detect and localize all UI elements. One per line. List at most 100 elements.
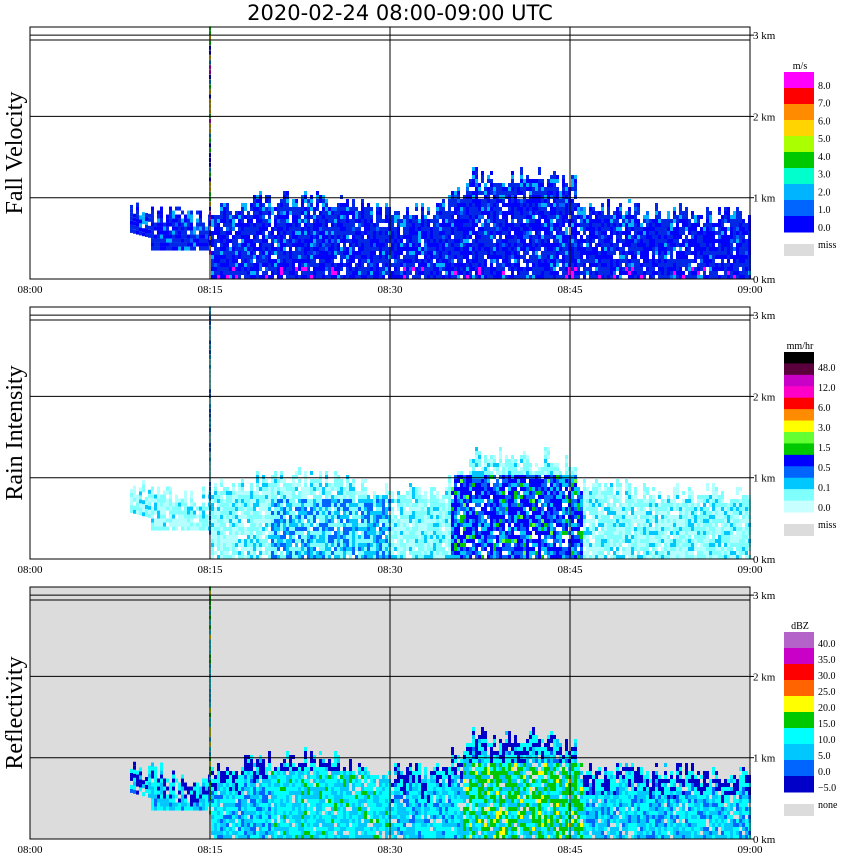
echo-pixel: [187, 238, 190, 243]
echo-pixel: [274, 547, 277, 551]
echo-pixel: [223, 207, 226, 211]
legend-label: 5.0: [818, 134, 831, 145]
echo-pixel: [493, 215, 496, 219]
echo-pixel: [367, 499, 370, 503]
echo-pixel: [424, 235, 427, 239]
echo-pixel: [412, 503, 415, 507]
echo-pixel: [739, 251, 742, 255]
echo-pixel: [619, 251, 622, 255]
echo-pixel: [439, 203, 442, 207]
echo-pixel: [598, 211, 601, 215]
echo-pixel: [367, 247, 370, 251]
echo-pixel: [220, 243, 223, 247]
echo-pixel: [364, 551, 367, 555]
echo-pixel: [256, 519, 259, 523]
echo-pixel: [547, 231, 550, 235]
echo-pixel: [349, 499, 352, 503]
echo-pixel: [397, 491, 400, 495]
echo-pixel: [274, 219, 277, 223]
echo-pixel: [475, 231, 478, 235]
echo-pixel: [241, 219, 244, 223]
echo-pixel: [523, 231, 526, 235]
echo-pixel: [508, 255, 511, 259]
echo-pixel: [358, 499, 361, 503]
echo-pixel: [337, 539, 340, 543]
echo-pixel: [223, 231, 226, 235]
echo-pixel: [484, 223, 487, 227]
echo-pixel: [331, 239, 334, 243]
echo-pixel: [703, 275, 706, 279]
echo-pixel: [349, 527, 352, 531]
echo-pixel: [145, 509, 148, 513]
echo-pixel: [400, 511, 403, 515]
echo-pixel: [415, 215, 418, 219]
echo-pixel: [286, 267, 289, 271]
echo-pixel: [226, 507, 229, 511]
echo-pixel: [337, 523, 340, 527]
echo-pixel: [571, 183, 574, 187]
echo-pixel: [226, 271, 229, 275]
echo-pixel: [457, 203, 460, 207]
echo-pixel: [664, 243, 667, 247]
echo-pixel: [307, 207, 310, 211]
echo-pixel: [178, 226, 181, 231]
echo-pixel: [340, 555, 343, 559]
echo-pixel: [628, 263, 631, 267]
echo-pixel: [175, 526, 178, 531]
echo-pixel: [295, 207, 298, 211]
echo-pixel: [574, 275, 577, 279]
echo-pixel: [679, 207, 682, 211]
echo-pixel: [343, 487, 346, 491]
echo-pixel: [313, 227, 316, 231]
echo-pixel: [382, 231, 385, 235]
panel-ylabel: Fall Velocity: [2, 92, 28, 215]
echo-pixel: [460, 223, 463, 227]
echo-pixel: [346, 475, 349, 479]
echo-pixel: [220, 515, 223, 519]
echo-pixel: [358, 555, 361, 559]
echo-pixel: [412, 495, 415, 499]
echo-pixel: [355, 491, 358, 495]
echo-pixel: [421, 251, 424, 255]
echo-pixel: [373, 275, 376, 279]
echo-pixel: [736, 251, 739, 255]
echo-pixel: [370, 259, 373, 263]
echo-pixel: [166, 222, 169, 227]
echo-pixel: [241, 487, 244, 491]
echo-pixel: [598, 251, 601, 255]
echo-pixel: [493, 223, 496, 227]
echo-pixel: [193, 234, 196, 239]
echo-pixel: [271, 515, 274, 519]
echo-pixel: [253, 203, 256, 207]
echo-pixel: [379, 507, 382, 511]
echo-pixel: [517, 247, 520, 251]
echo-pixel: [232, 499, 235, 503]
echo-pixel: [697, 267, 700, 271]
echo-pixel: [367, 215, 370, 219]
echo-pixel: [424, 251, 427, 255]
echo-pixel: [511, 263, 514, 267]
echo-pixel: [154, 498, 157, 503]
echo-pixel: [616, 267, 619, 271]
echo-pixel: [454, 227, 457, 231]
echo-pixel: [406, 223, 409, 227]
echo-pixel: [355, 235, 358, 239]
echo-pixel: [211, 267, 214, 271]
echo-pixel: [694, 223, 697, 227]
echo-pixel: [622, 219, 625, 223]
echo-pixel: [736, 207, 739, 211]
echo-pixel: [259, 495, 262, 499]
echo-pixel: [442, 231, 445, 235]
echo-pixel: [343, 503, 346, 507]
echo-pixel: [664, 275, 667, 279]
echo-pixel: [148, 233, 151, 238]
echo-pixel: [316, 195, 319, 199]
echo-pixel: [160, 246, 163, 251]
echo-pixel: [703, 239, 706, 243]
legend-swatch: [784, 136, 814, 153]
echo-pixel: [253, 263, 256, 267]
echo-pixel: [556, 203, 559, 207]
echo-pixel: [460, 203, 463, 207]
echo-pixel: [544, 271, 547, 275]
